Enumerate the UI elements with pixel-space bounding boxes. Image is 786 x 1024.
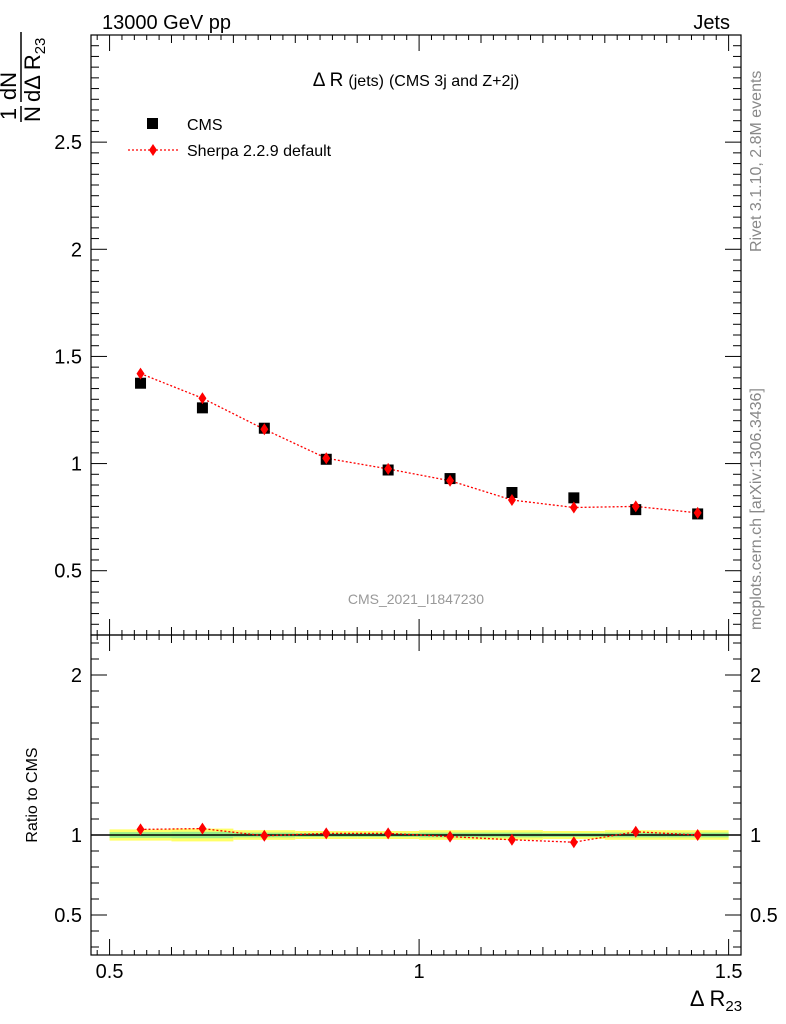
sherpa-data-point <box>569 501 578 514</box>
ylabel-ddr-text: dΔ R <box>20 54 45 102</box>
ylabel-ddr-sub: 23 <box>32 38 49 55</box>
main-y-tick-label: 2 <box>71 239 82 261</box>
sherpa-data-point <box>322 452 331 465</box>
legend-cms-label: CMS <box>187 117 223 134</box>
x-tick-label: 0.5 <box>96 961 124 983</box>
ratio-sherpa-line <box>140 827 698 843</box>
x-tick-label: 1.5 <box>715 961 743 983</box>
sherpa-data-point <box>260 423 269 436</box>
ylabel-ddr: dΔ R23 <box>20 38 49 102</box>
ylabel-n: N <box>20 106 45 122</box>
ratio-sherpa-point <box>136 823 145 836</box>
main-y-axis-label: 1 N dN dΔ R23 <box>0 32 49 122</box>
x-axis-label-text: Δ R <box>690 986 725 1011</box>
plot-title-symbol: Δ R <box>313 70 344 91</box>
ratio-sherpa-point <box>507 833 516 846</box>
ratio-sherpa-point <box>446 830 455 843</box>
sherpa-data-point <box>446 474 455 487</box>
ylabel-dn: dN <box>0 72 21 100</box>
plot-title: Δ R (jets) (CMS 3j and Z+2j) <box>313 70 519 91</box>
mcplots-label: mcplots.cern.ch [arXiv:1306.3436] <box>748 388 765 630</box>
rivet-version-label: Rivet 3.1.10, 2.8M events <box>748 71 765 252</box>
x-tick-label: 1 <box>414 961 425 983</box>
legend-sherpa-label: Sherpa 2.2.9 default <box>187 143 332 160</box>
main-series-marks <box>135 367 704 520</box>
ratio-plot-frame <box>90 634 742 956</box>
sherpa-data-point <box>507 494 516 506</box>
main-y-tick-label: 2.5 <box>54 132 82 154</box>
ratio-sherpa-point <box>384 827 393 840</box>
x-axis-label: Δ R23 <box>690 986 742 1015</box>
x-axis-ticks: 0.5 1 1.5 <box>96 35 743 983</box>
main-y-tick-label: 0.5 <box>54 561 82 583</box>
cms-data-point <box>196 402 208 414</box>
sherpa-data-point <box>136 367 145 380</box>
sherpa-data-point <box>631 500 640 513</box>
ratio-y-tick-label: 0.5 <box>54 905 82 927</box>
ratio-series-marks <box>136 822 702 849</box>
sherpa-data-point <box>198 392 207 405</box>
ratio-sherpa-point <box>322 827 331 840</box>
plot-title-small: (jets) <box>348 73 384 90</box>
ratio-sherpa-point <box>693 829 702 841</box>
ylabel-one: 1 <box>0 108 21 120</box>
legend-sherpa-marker <box>149 144 157 156</box>
main-y-axis-ticks: 0.5 1 1.5 2 2.5 <box>54 45 741 625</box>
legend-cms-marker <box>147 118 158 129</box>
analysis-watermark: CMS_2021_I1847230 <box>348 591 484 607</box>
ratio-sherpa-point <box>198 822 207 835</box>
cms-data-point <box>135 377 147 389</box>
ratio-sherpa-point <box>569 836 578 849</box>
ratio-y-axis-label: Ratio to CMS <box>24 747 41 842</box>
cms-data-point <box>568 492 580 504</box>
ratio-y-tick-label-right: 2 <box>750 665 761 687</box>
ratio-sherpa-point <box>260 829 269 842</box>
ratio-y-tick-label-right: 0.5 <box>750 905 778 927</box>
ratio-sherpa-point <box>631 825 640 838</box>
header-energy-label: 13000 GeV pp <box>102 12 231 34</box>
ratio-y-tick-label: 2 <box>71 665 82 687</box>
ratio-y-tick-label-right: 1 <box>750 825 761 847</box>
cms-data-point <box>506 487 518 498</box>
main-y-tick-label: 1.5 <box>54 346 82 368</box>
legend: CMS Sherpa 2.2.9 default <box>128 117 332 160</box>
ratio-y-tick-label: 1 <box>71 825 82 847</box>
sherpa-line <box>140 372 698 514</box>
sherpa-data-point <box>384 462 393 475</box>
x-axis-label-sub: 23 <box>725 998 742 1015</box>
sherpa-data-point <box>693 506 702 519</box>
plot-title-rest: (CMS 3j and Z+2j) <box>389 73 519 90</box>
header-jets-label: Jets <box>693 12 730 34</box>
main-y-tick-label: 1 <box>71 454 82 476</box>
ratio-y-axis-ticks: 0.5 0.5 1 1 2 2 <box>54 642 778 948</box>
